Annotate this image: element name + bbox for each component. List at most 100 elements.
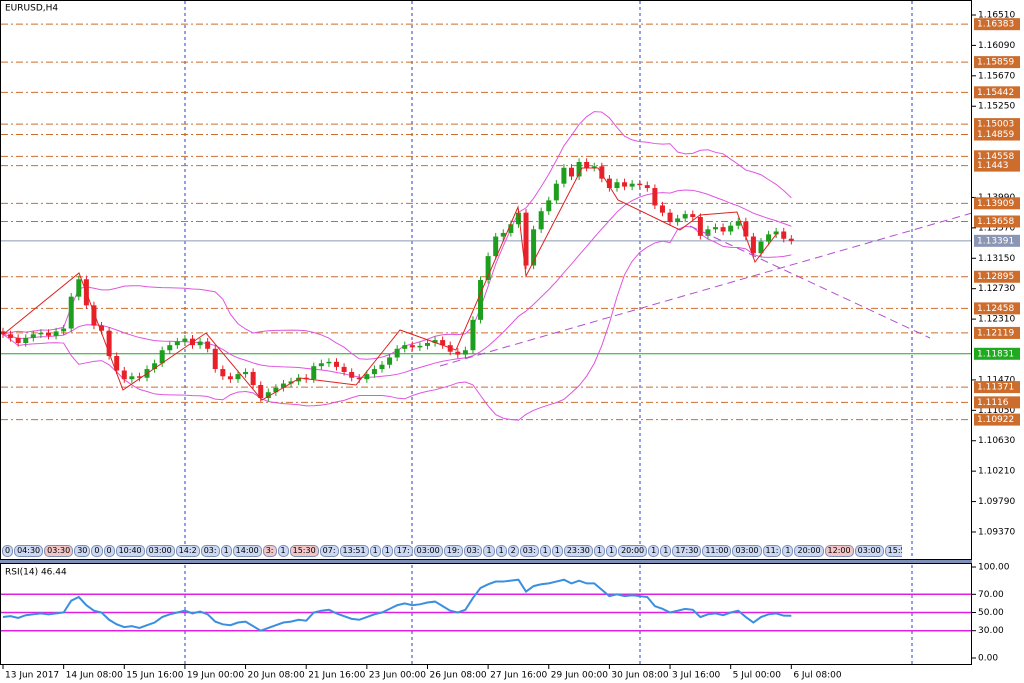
candle-body [561,167,567,184]
candle-body [531,229,537,266]
bollinger-band [2,225,792,421]
event-label: 2 [507,545,519,557]
event-label: 15:55 [884,545,902,557]
level-label: 1.12895 [977,272,1014,282]
candle-body [227,376,233,380]
candle-body [667,212,673,223]
candle-body [136,376,142,378]
candle-body [705,229,711,236]
bollinger-band [2,189,792,378]
event-label: 1 [782,545,794,557]
candle-body [644,185,650,189]
event-label: 11: [762,545,782,557]
level-label: 1.14558 [977,152,1014,162]
y-tick-label: 1.15670 [978,71,1015,81]
candle-body [591,166,597,168]
event-label: 0 [103,545,115,557]
candle-body [341,366,347,372]
y-tick-label: 1.10630 [978,436,1015,446]
candle-body [273,387,279,393]
event-label: 20:00 [618,545,648,557]
event-label: 03: [519,545,539,557]
candle-body [182,338,188,342]
candle-body [682,214,688,219]
candle-body [675,218,681,223]
level-box [974,326,1020,339]
candle-body [334,361,340,367]
event-label: 19: [443,545,463,557]
event-label: 03:30 [44,545,74,557]
y-tick-label: 50.00 [978,608,1004,618]
event-label: 1 [495,545,507,557]
candle-body [0,331,6,335]
level-label: 1.13391 [977,236,1014,246]
main-pane-border [0,0,972,560]
event-label: 1 [220,545,232,557]
rsi-line [2,578,792,632]
candle-body [622,182,628,187]
candle-body [766,234,772,242]
candle-body [637,183,643,186]
y-tick-label: 70.00 [978,590,1004,600]
event-label: 1 [483,545,495,557]
event-label: 03:00 [145,545,175,557]
candle-body [781,231,787,239]
candle-body [773,231,779,235]
y-tick-label: 1.12730 [978,284,1015,294]
chart-title: EURUSD,H4 [5,4,58,14]
event-label: 1 [660,545,672,557]
y-tick-label: 1.16090 [978,41,1015,51]
y-tick-label: 1.13570 [978,223,1015,233]
y-tick-label: 1.10210 [978,467,1015,477]
event-label: 03: [200,545,220,557]
event-label: 07: [319,545,339,557]
candle-body [318,363,324,367]
candle-body [659,205,665,213]
y-tick-label: 1.11050 [978,406,1015,416]
candle-body [576,161,582,177]
x-tick-label: 26 Jun 08:00 [429,671,486,681]
event-label: 03:00 [732,545,762,557]
candle-body [599,166,605,179]
level-label: 1.12119 [977,328,1014,338]
candle-body [606,178,612,189]
x-tick-label: 29 Jun 00:00 [551,671,608,681]
y-tick-label: 1.09370 [978,527,1015,537]
level-label: 1.15859 [977,58,1014,68]
x-tick-label: 5 Jul 00:00 [733,671,782,681]
event-label: 17: [393,545,413,557]
candle-body [235,374,241,380]
level-box [974,302,1020,315]
y-tick-label: 1.15250 [978,102,1015,112]
candle-body [212,348,218,370]
rsi-title: RSI(14) 46.44 [5,568,67,578]
event-label: 30 [74,545,91,557]
x-tick-label: 15 Jun 16:00 [126,671,183,681]
level-label: 1.13658 [977,217,1014,227]
candle-body [296,377,302,382]
candle-body [152,363,158,370]
event-label: 03:00 [413,545,443,557]
candle-body [500,232,506,237]
candle-body [174,341,180,346]
candle-body [61,328,67,332]
level-box [974,197,1020,210]
candle-body [280,383,286,388]
candle-body [197,341,203,346]
level-label: 1.1116 [977,398,1009,408]
event-label: 1 [648,545,660,557]
event-label: 12:00 [824,545,854,557]
candle-body [394,348,400,358]
pane-divider [0,560,972,563]
event-label: 1 [381,545,393,557]
level-box [974,381,1020,394]
x-tick-label: 30 Jun 08:00 [611,671,668,681]
candle-body [76,279,82,297]
candle-body [515,212,521,225]
event-label: 23:30 [563,545,593,557]
y-tick-label: 1.11470 [978,375,1015,385]
level-box [974,396,1020,409]
event-label: 0 [91,545,103,557]
